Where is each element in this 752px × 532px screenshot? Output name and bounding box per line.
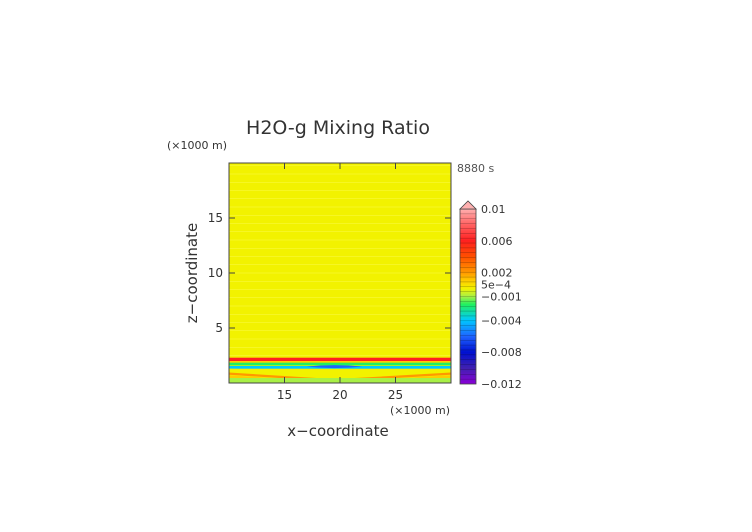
y-tick-label: 10 [208,266,223,280]
x-tick-label: 25 [388,388,403,402]
x-tick-label: 15 [277,388,292,402]
y-axis-label: z−coordinate [183,223,201,323]
time-label: 8880 s [457,162,494,175]
x-unit-label: (×1000 m) [390,404,450,417]
colorbar-label: 0.01 [481,203,506,216]
y-tick-label: 5 [215,321,223,335]
y-unit-label: (×1000 m) [167,139,227,152]
colorbar-label: 0.006 [481,235,513,248]
colorbar-label: −0.001 [481,291,522,304]
layer-yellow-low [229,368,451,379]
colorbar-extend-arrow [459,200,477,210]
colorbar-label: −0.008 [481,346,522,359]
colorbar-gradient [460,209,476,384]
layer-green [229,362,451,366]
y-axis: 5 10 15 [208,211,451,335]
chart-title: H2O-g Mixing Ratio [246,117,430,139]
layer-red [229,357,451,363]
x-axis: 15 20 25 [277,163,403,402]
plot-area [229,163,451,383]
colorbar-label: 5e−4 [481,279,511,292]
colorbar-label: 0.002 [481,267,513,280]
x-axis-label: x−coordinate [287,422,388,440]
x-tick-label: 20 [332,388,347,402]
colorbar-label: −0.012 [481,378,522,391]
contour-lines [229,165,451,356]
layer-blue-core [306,365,363,369]
layer-transition [229,361,451,363]
y-tick-label: 15 [208,211,223,225]
colorbar-label: −0.004 [481,314,522,327]
